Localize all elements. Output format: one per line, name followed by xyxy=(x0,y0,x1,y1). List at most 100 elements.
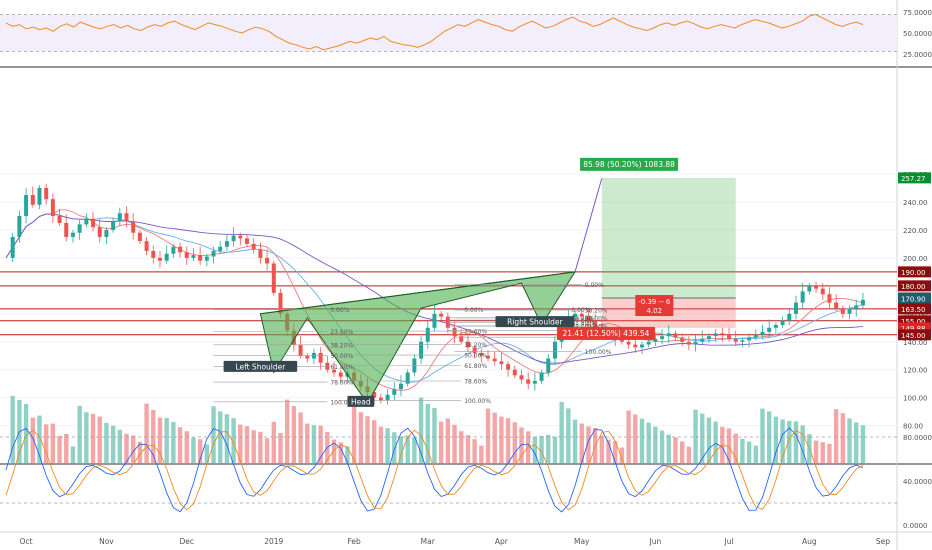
pattern-shape xyxy=(259,271,576,405)
x-tick-label: Mar xyxy=(421,537,436,546)
price-tick-label: 240.00 xyxy=(903,199,928,207)
candle-body xyxy=(720,333,725,335)
volume-bar xyxy=(43,424,49,463)
volume-bar xyxy=(465,435,471,463)
volume-bar xyxy=(251,430,256,463)
x-tick-label: Nov xyxy=(99,537,114,546)
volume-bar xyxy=(271,421,276,463)
candle-body xyxy=(131,221,136,233)
pattern-neckline xyxy=(260,271,576,315)
volume-bar xyxy=(191,437,196,463)
candle-body xyxy=(44,188,49,200)
rsi-band xyxy=(0,14,897,52)
volume-bar xyxy=(847,418,852,463)
volume-bar xyxy=(278,433,283,463)
rsi-tick-label: 50.0000 xyxy=(903,30,932,38)
volume-bar xyxy=(392,432,397,463)
volume-bar xyxy=(224,414,230,463)
volume-bar xyxy=(57,436,62,463)
price-label: 180.00 xyxy=(901,283,926,291)
candle-body xyxy=(506,364,511,370)
volume-bar xyxy=(532,436,538,463)
volume-bar xyxy=(780,419,785,463)
pattern-label-bg xyxy=(223,360,298,372)
volume-bar xyxy=(418,397,424,463)
fib-level-label: 78.60% xyxy=(330,380,353,387)
price-label-bg xyxy=(898,293,931,305)
volume-bar xyxy=(793,421,799,463)
volume-bar xyxy=(151,410,156,463)
candle-body xyxy=(740,340,745,342)
candle-body xyxy=(117,213,122,222)
candle-body xyxy=(807,285,812,292)
volume-bar xyxy=(619,447,625,463)
candle-body xyxy=(211,250,216,257)
volume-bar xyxy=(700,413,705,463)
candle-body xyxy=(104,229,109,237)
price-tick-label: 200.00 xyxy=(903,255,928,263)
volume-bar xyxy=(706,417,712,463)
fib-level-label: 23.60% xyxy=(464,329,487,336)
volume-bar xyxy=(338,442,343,463)
candle-body xyxy=(10,236,15,258)
candle-body xyxy=(445,316,450,328)
candle-body xyxy=(706,336,711,339)
stop-label-bg xyxy=(556,326,655,340)
volume-bar xyxy=(693,409,698,463)
volume-bar xyxy=(546,435,551,463)
volume-bar xyxy=(204,444,210,463)
price-label: 163.50 xyxy=(901,306,926,314)
stop-label: 21.41 (12.50%) 439.54 xyxy=(562,329,649,338)
fib-level-label: 0.00% xyxy=(571,307,590,314)
price-label: 155.00 xyxy=(901,318,926,326)
candle-body xyxy=(626,341,631,345)
volume-bar xyxy=(358,412,364,463)
volume-bar xyxy=(666,434,671,463)
pattern-label-bg xyxy=(495,316,575,328)
candle-body xyxy=(773,324,778,328)
volume-bar xyxy=(452,424,457,463)
x-tick-label: Jun xyxy=(649,537,662,546)
volume-bar xyxy=(164,418,169,463)
candle-body xyxy=(137,232,142,242)
candle-body xyxy=(144,241,149,251)
volume-bar xyxy=(372,420,377,463)
entry-label: -0.39 -- 6 xyxy=(638,298,671,306)
candle-body xyxy=(840,308,845,314)
fib-level-label: 100.00% xyxy=(464,398,491,405)
candle-body xyxy=(425,327,430,342)
volume-bar xyxy=(432,408,437,463)
price-label-bg xyxy=(898,322,931,334)
volume-bar xyxy=(77,405,82,463)
volume-bar xyxy=(23,404,29,463)
volume-bar xyxy=(385,428,390,463)
volume-bar xyxy=(539,435,544,463)
volume-bar xyxy=(860,425,866,463)
stoch-tick-label: 0.0000 xyxy=(903,522,928,530)
x-tick-label: Jul xyxy=(723,537,733,546)
x-tick-label: May xyxy=(574,537,590,546)
volume-bar xyxy=(679,441,685,463)
target-label-bg xyxy=(580,157,679,171)
candle-body xyxy=(398,383,403,390)
candle-body xyxy=(479,352,484,356)
candle-body xyxy=(178,246,183,253)
volume-bar xyxy=(606,439,611,463)
entry-label-bg xyxy=(635,295,674,317)
candle-body xyxy=(111,221,116,230)
candle-body xyxy=(392,389,397,395)
candle-body xyxy=(184,252,189,258)
fib-level-label: 38.20% xyxy=(571,315,594,322)
candle-body xyxy=(238,235,243,239)
volume-bar xyxy=(459,431,464,463)
volume-bar xyxy=(438,421,444,463)
volume-bar xyxy=(833,409,839,463)
price-tick-label: 160.00 xyxy=(903,311,928,319)
volume-bar xyxy=(30,417,35,463)
x-tick-label: Sep xyxy=(876,537,890,546)
volume-bar xyxy=(505,418,511,463)
volume-bar xyxy=(633,414,638,463)
candle-body xyxy=(332,369,337,373)
candle-body xyxy=(30,195,35,205)
